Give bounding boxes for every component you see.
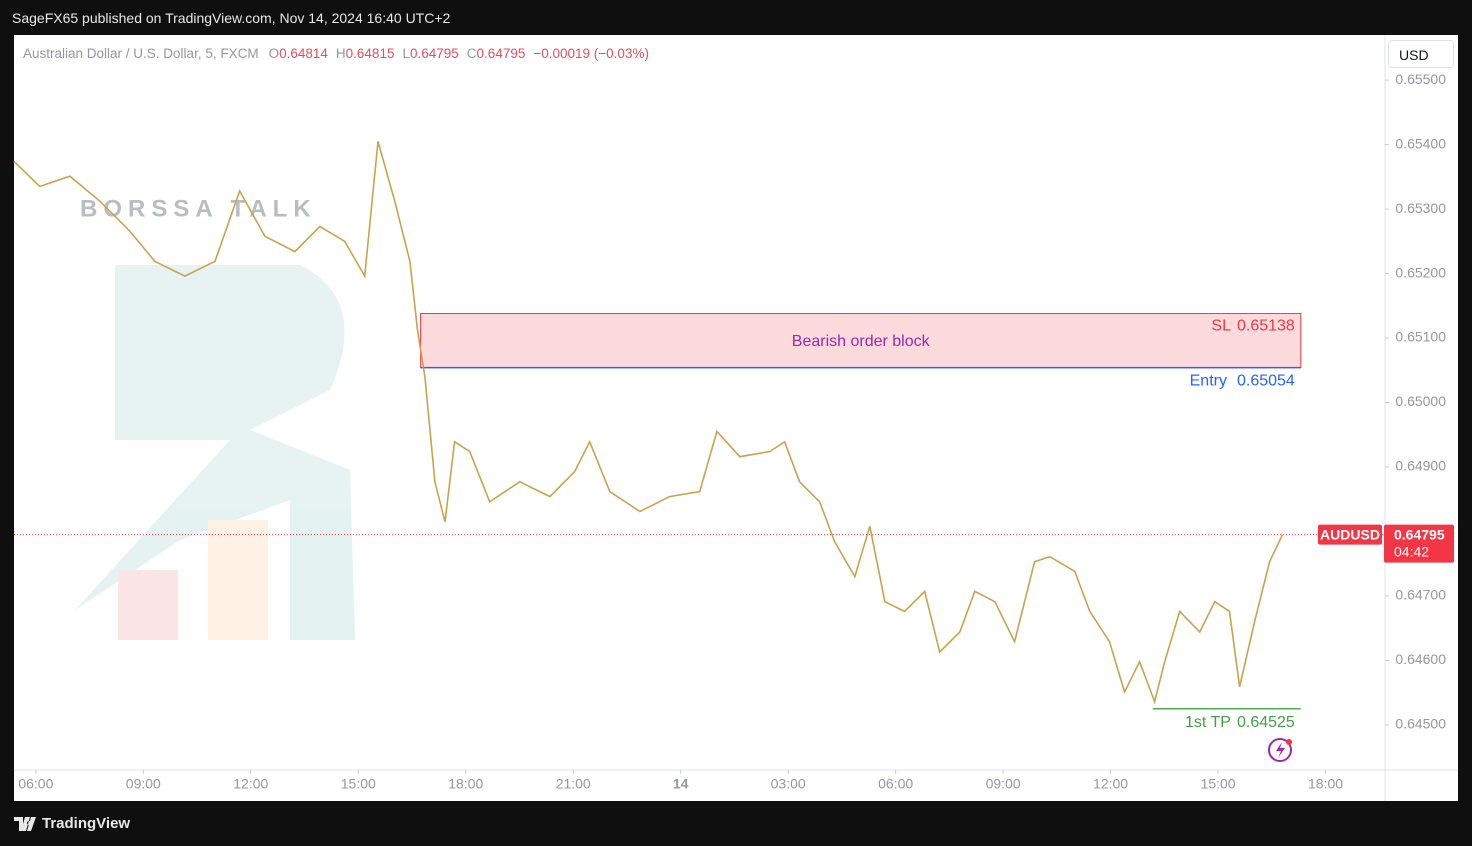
x-tick-label: 15:00 (1201, 776, 1236, 792)
sl-text: SL (1211, 318, 1231, 335)
y-tick-label: 0.65400 (1395, 135, 1446, 151)
y-tick-label: 0.64900 (1395, 458, 1446, 474)
entry-text: Entry (1190, 373, 1227, 390)
legend-high: 0.64815 (345, 46, 395, 61)
chart-frame (14, 35, 1458, 801)
legend-o: O (268, 46, 280, 61)
watermark-text: BORSSA TALK (80, 195, 317, 222)
y-tick-label: 0.64700 (1395, 587, 1446, 603)
y-tick-label: 0.64500 (1395, 716, 1446, 732)
y-tick-label: 0.65000 (1395, 393, 1446, 409)
x-tick-label: 12:00 (1093, 776, 1128, 792)
price-line (13, 141, 1284, 705)
x-tick-label: 09:00 (126, 776, 161, 792)
x-tick-label: 15:00 (341, 776, 376, 792)
x-tick-label: 12:00 (233, 776, 268, 792)
x-tick-label: 03:00 (771, 776, 806, 792)
price-tag (1384, 524, 1454, 563)
legend-low: 0.64795 (409, 46, 459, 61)
legend-l: L (402, 46, 410, 61)
footer: TradingView (14, 815, 130, 832)
symbol-tag (1318, 524, 1382, 545)
legend-change: −0.00019 (−0.03%) (533, 46, 649, 61)
x-tick-label: 14 (673, 776, 689, 792)
x-tick-label: 18:00 (1308, 776, 1343, 792)
legend-close: 0.64795 (476, 46, 526, 61)
entry-value: 0.65054 (1237, 373, 1295, 390)
target-label: 1st TP 0.64525 (1185, 714, 1295, 731)
y-tick-label: 0.65500 (1395, 71, 1446, 87)
y-tick-label: 0.65100 (1395, 329, 1446, 345)
order-block-label: Bearish order block (792, 333, 931, 350)
entry-label: Entry 0.65054 (1190, 373, 1295, 390)
y-tick-label: 0.65300 (1395, 200, 1446, 216)
alert-icon (1268, 738, 1292, 762)
legend-c: C (466, 46, 477, 61)
price-tag-countdown: 04:42 (1394, 543, 1429, 559)
sl-value: 0.65138 (1237, 318, 1295, 335)
tv-logo (14, 816, 36, 831)
symbol-label: AUDUSD (1320, 526, 1380, 542)
y-tick-label: 0.65200 (1395, 264, 1446, 280)
price-tag-value: 0.64795 (1394, 526, 1445, 542)
legend-open: 0.64814 (279, 46, 328, 61)
currency-button[interactable]: USD (1388, 40, 1454, 68)
footer-brand: TradingView (42, 815, 131, 832)
x-tick-label: 06:00 (878, 776, 913, 792)
y-tick-label: 0.64600 (1395, 651, 1446, 667)
x-tick-label: 18:00 (448, 776, 483, 792)
target-value: 0.64525 (1237, 714, 1295, 731)
watermark-logo (75, 265, 355, 640)
legend-symbol: Australian Dollar / U.S. Dollar, 5, FXCM (23, 46, 259, 61)
x-tick-label: 21:00 (556, 776, 591, 792)
alert-bolt (1276, 742, 1285, 758)
legend-h: H (335, 46, 346, 61)
legend: Australian Dollar / U.S. Dollar, 5, FXCM… (23, 46, 657, 61)
target-text: 1st TP (1185, 714, 1231, 731)
sl-label: SL 0.65138 (1211, 318, 1295, 335)
x-tick-label: 06:00 (18, 776, 53, 792)
x-tick-label: 09:00 (986, 776, 1021, 792)
publish-info: SageFX65 published on TradingView.com, N… (12, 10, 451, 26)
alert-dot (1286, 739, 1292, 745)
